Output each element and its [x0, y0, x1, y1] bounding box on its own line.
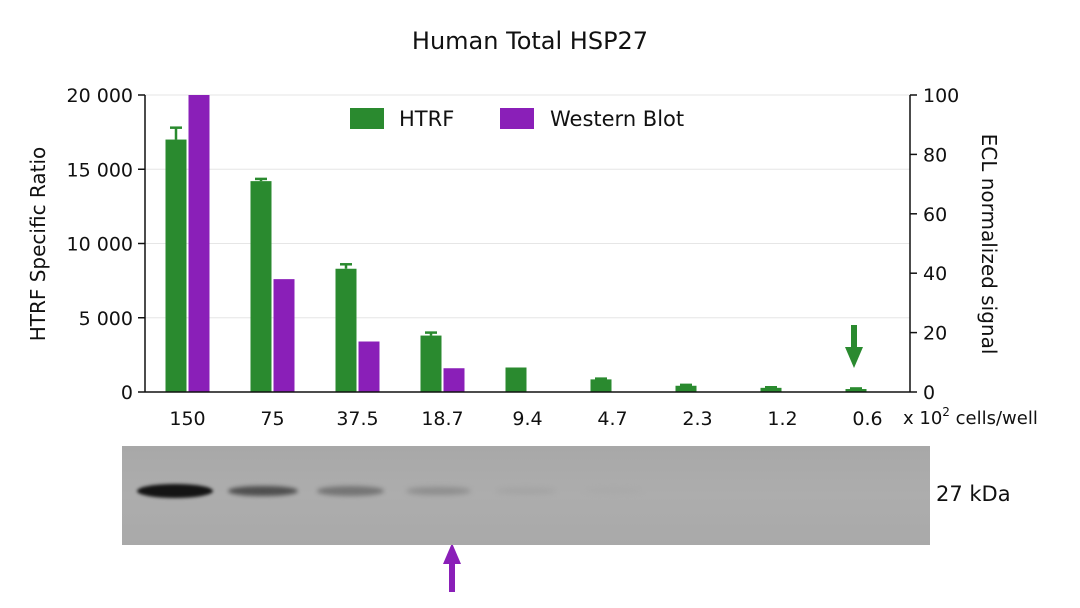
y-right-axis-label: ECL normalized signal	[977, 134, 1001, 355]
right-tick-label: 20	[923, 323, 947, 345]
bar-htrf	[590, 379, 612, 392]
x-unit-prefix: x 10	[903, 408, 942, 429]
right-tick-label: 60	[923, 204, 947, 226]
legend-label-western-blot: Western Blot	[550, 107, 684, 131]
x-tick-label: 37.5	[336, 408, 378, 430]
x-axis-unit-label: x 102 cells/well	[903, 405, 1038, 429]
blot-kda-label: 27 kDa	[936, 482, 1011, 506]
bar-htrf	[420, 335, 442, 392]
right-tick-label: 100	[923, 85, 959, 107]
blot-band	[316, 486, 385, 496]
bars-group	[165, 95, 867, 392]
left-tick-label: 5 000	[79, 308, 133, 330]
purple-arrow-annotation	[443, 543, 461, 592]
western-blot-image	[122, 446, 930, 545]
x-tick-label: 2.3	[682, 408, 712, 430]
x-tick-label: 1.2	[767, 408, 797, 430]
chart-title: Human Total HSP27	[412, 27, 648, 55]
right-tick-label: 0	[923, 382, 935, 404]
left-tick-label: 10 000	[67, 234, 133, 256]
x-tick-label: 0.6	[852, 408, 882, 430]
legend-swatch-htrf	[350, 108, 384, 129]
bar-western-blot	[443, 368, 465, 392]
bar-htrf	[165, 139, 187, 392]
x-tick-label: 9.4	[512, 408, 542, 430]
grid-lines	[145, 94, 910, 319]
y-left-axis-label: HTRF Specific Ratio	[26, 147, 50, 342]
legend: HTRF Western Blot	[350, 107, 684, 131]
x-tick-label: 150	[169, 408, 205, 430]
right-tick-label: 80	[923, 144, 947, 166]
bar-htrf	[250, 181, 272, 392]
blot-band	[495, 487, 557, 495]
legend-swatch-western-blot	[500, 108, 534, 129]
bar-htrf	[505, 367, 527, 392]
green-arrow-annotation	[845, 325, 863, 368]
x-unit-exponent: 2	[942, 405, 950, 419]
bar-htrf	[760, 387, 782, 392]
bar-western-blot	[188, 95, 210, 392]
bar-htrf	[675, 385, 697, 392]
x-tick-label: 4.7	[597, 408, 627, 430]
blot-band	[405, 486, 471, 496]
blot-band	[136, 484, 213, 498]
x-unit-suffix: cells/well	[950, 408, 1038, 429]
right-tick-labels: 0 20 40 60 80 100	[923, 85, 959, 404]
blot-band	[227, 485, 298, 497]
left-tick-label: 0	[121, 382, 133, 404]
bar-htrf	[845, 389, 867, 392]
legend-label-htrf: HTRF	[399, 107, 454, 131]
x-tick-label: 18.7	[421, 408, 463, 430]
left-tick-label: 20 000	[67, 85, 133, 107]
x-tick-label: 75	[260, 408, 284, 430]
bar-western-blot	[358, 341, 380, 392]
left-tick-label: 15 000	[67, 159, 133, 181]
x-tick-labels: 150 75 37.5 18.7 9.4 4.7 2.3 1.2 0.6	[169, 408, 882, 430]
bar-htrf	[335, 268, 357, 392]
bar-western-blot	[273, 279, 295, 392]
axes-group	[138, 94, 917, 393]
left-tick-labels: 0 5 000 10 000 15 000 20 000	[67, 85, 133, 404]
right-tick-label: 40	[923, 263, 947, 285]
blot-band	[583, 487, 645, 495]
